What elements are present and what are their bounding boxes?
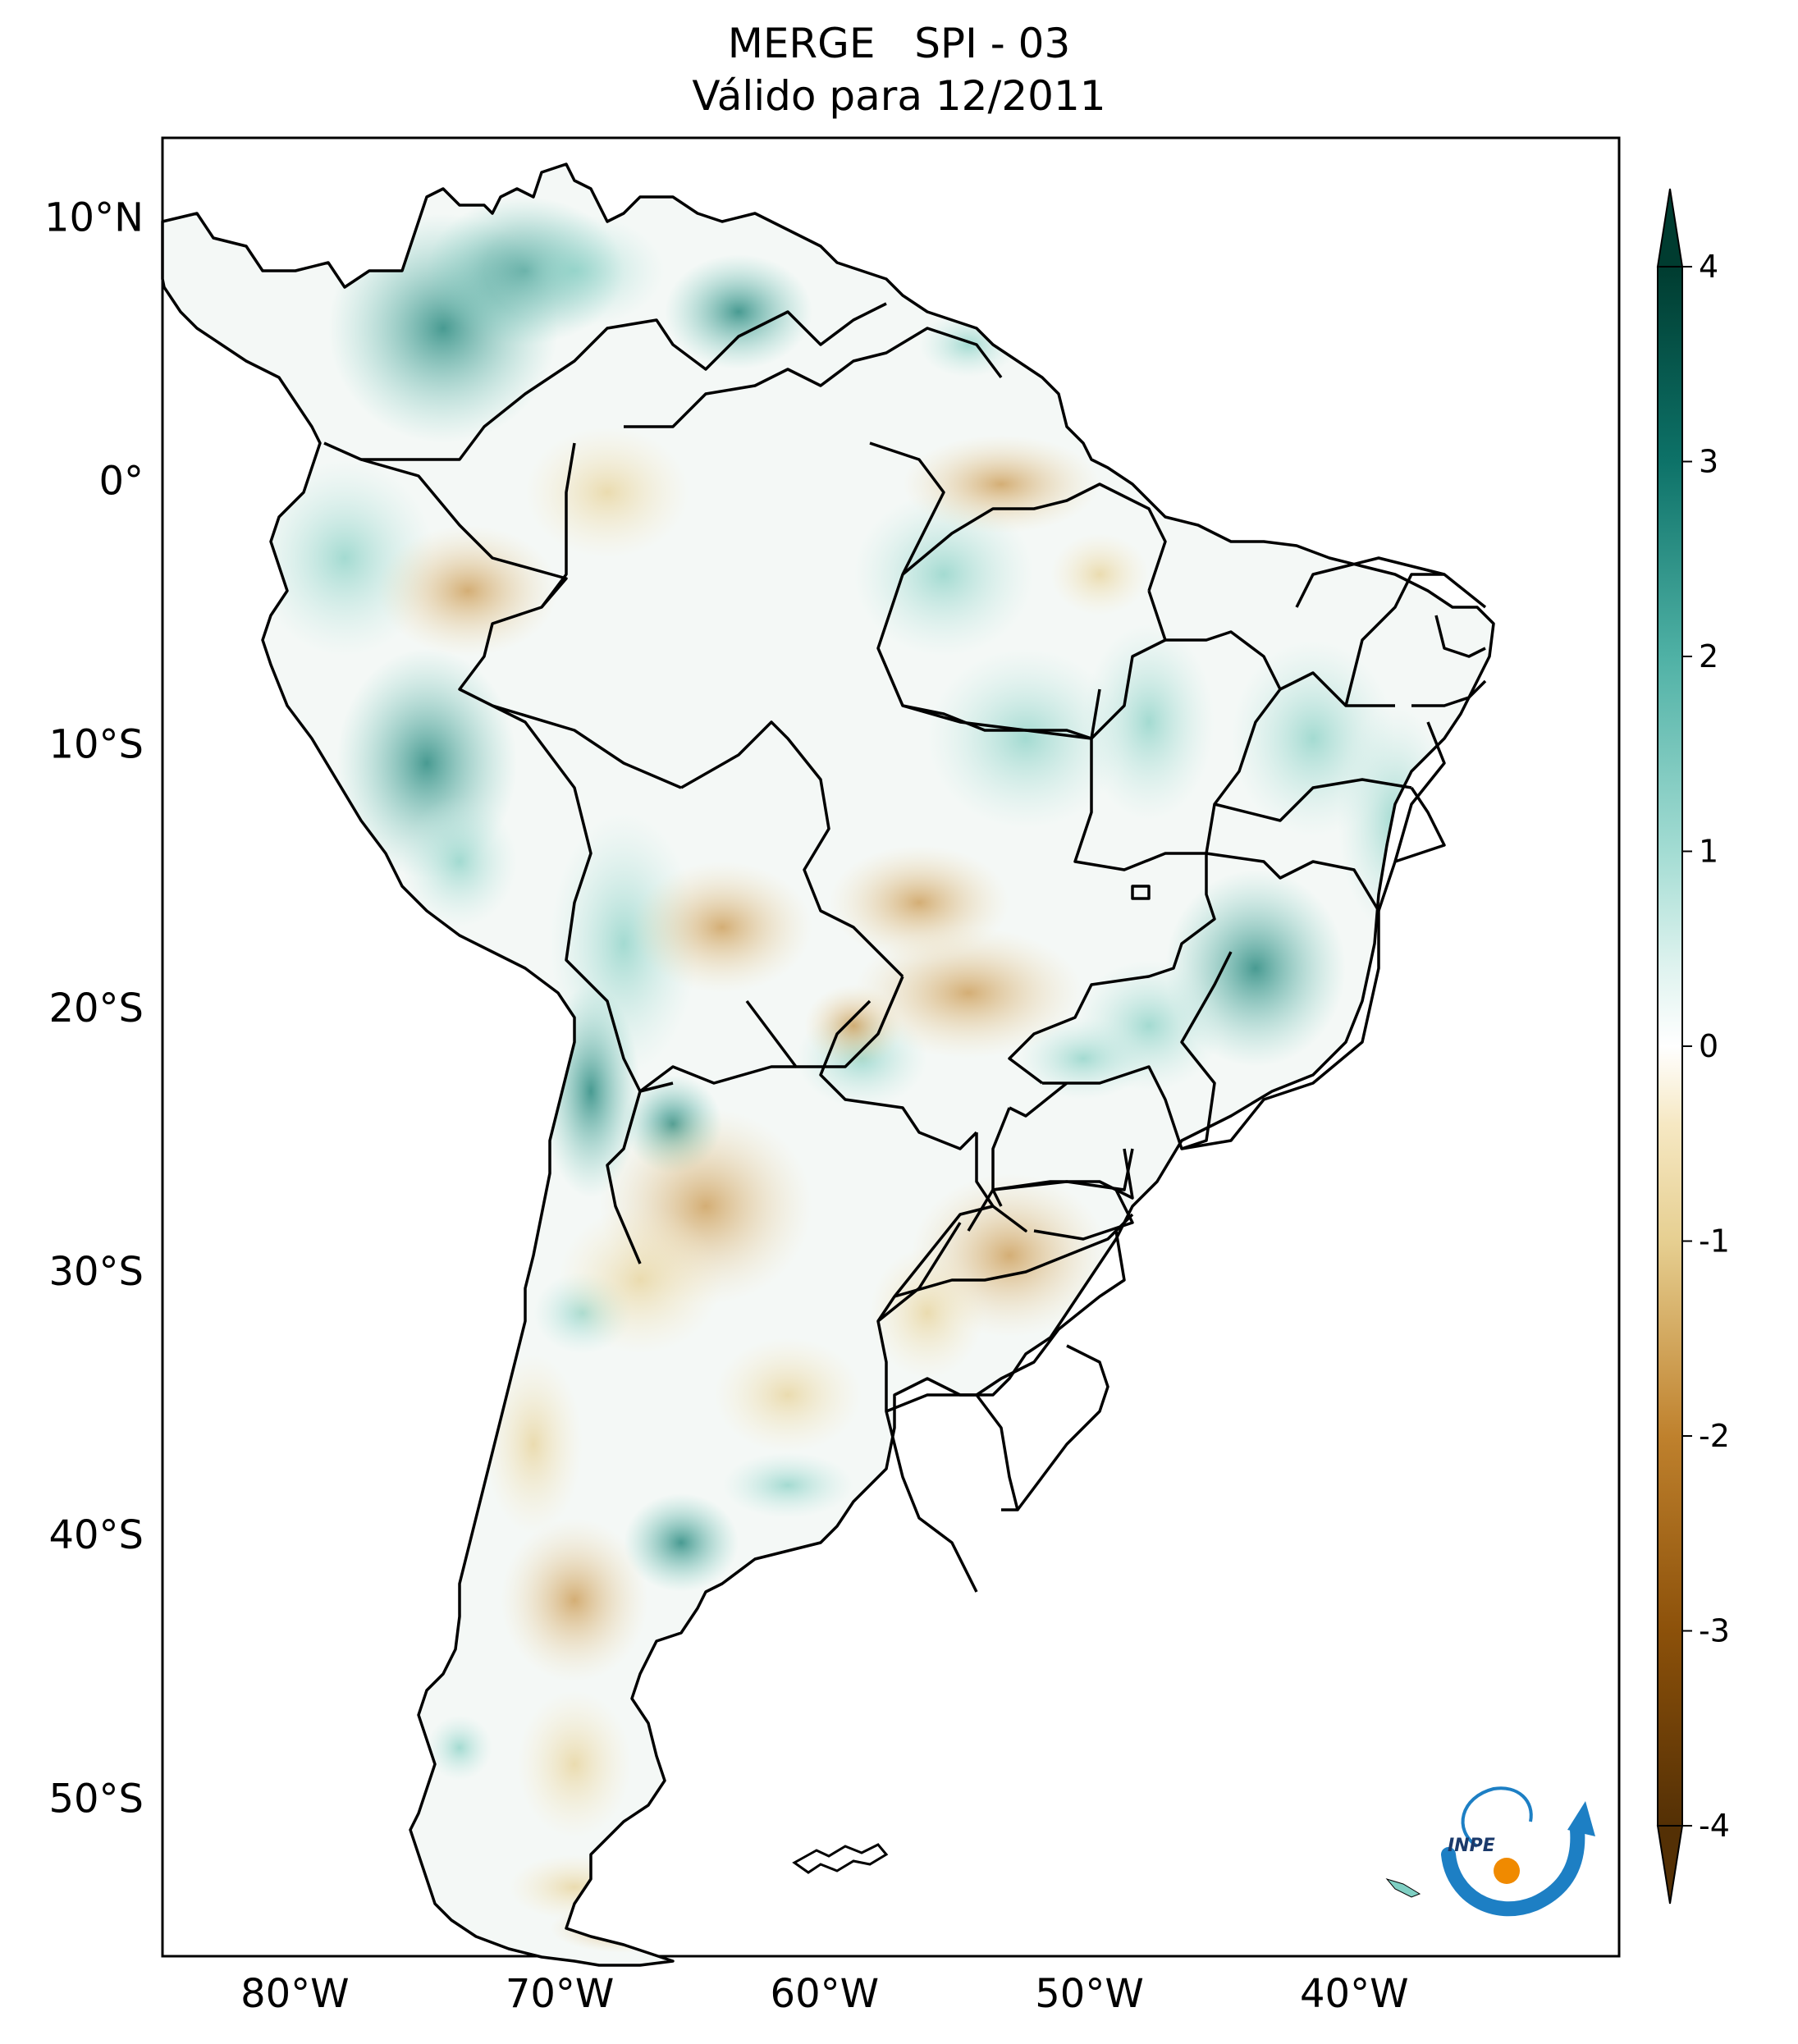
map-title: MERGE SPI - 03	[727, 20, 1071, 67]
logo-swoosh-icon	[1441, 1822, 1585, 1917]
lat-tick-label: 10°N	[44, 194, 144, 240]
lat-tick-label: 30°S	[48, 1249, 144, 1295]
colorbar-tick-label: 0	[1699, 1028, 1718, 1064]
spi-field	[162, 164, 1494, 1965]
logo-sun-icon	[1494, 1858, 1520, 1884]
colorbar-gradient	[1657, 266, 1683, 1827]
latitude-labels: 10°N 0° 10°S 20°S 30°S 40°S 50°S	[44, 194, 144, 1822]
lon-tick-label: 50°W	[1035, 1971, 1144, 2017]
south-georgia	[1385, 1878, 1421, 1898]
lat-tick-label: 20°S	[48, 985, 144, 1031]
colorbar-tick-label: -4	[1699, 1808, 1730, 1844]
borders	[161, 162, 1495, 1967]
logo-orbit-icon	[1461, 1786, 1533, 1848]
colorbar: 4 3 2 1 0 -1 -2 -3 -4	[1656, 188, 1730, 1905]
lat-tick-label: 0°	[98, 459, 144, 505]
colorbar-tick-label: -1	[1699, 1223, 1730, 1260]
longitude-labels: 80°W 70°W 60°W 50°W 40°W	[240, 1971, 1408, 2017]
logo-arrow-icon	[1567, 1801, 1595, 1836]
colorbar-tick-label: -2	[1699, 1418, 1730, 1454]
lon-tick-label: 40°W	[1300, 1971, 1409, 2017]
colorbar-max-extend	[1656, 188, 1684, 268]
colorbar-tick-label: 2	[1699, 638, 1718, 674]
colorbar-tick-label: -3	[1699, 1613, 1730, 1649]
map-subtitle: Válido para 12/2011	[692, 72, 1106, 120]
lat-tick-label: 50°S	[48, 1776, 144, 1822]
lat-tick-label: 10°S	[48, 722, 144, 768]
colorbar-tick-label: 4	[1699, 249, 1718, 285]
colorbar-min-extend	[1656, 1825, 1684, 1905]
lat-tick-label: 40°S	[48, 1512, 144, 1558]
lon-tick-label: 60°W	[771, 1971, 880, 2017]
colorbar-tick-label: 3	[1699, 444, 1718, 480]
colorbar-tick-label: 1	[1699, 834, 1718, 870]
falkland-islands	[792, 1843, 889, 1874]
lon-tick-label: 80°W	[240, 1971, 350, 2017]
inpe-logo: INPE	[1441, 1786, 1595, 1917]
lon-tick-label: 70°W	[506, 1971, 615, 2017]
logo-text: INPE	[1448, 1836, 1495, 1856]
